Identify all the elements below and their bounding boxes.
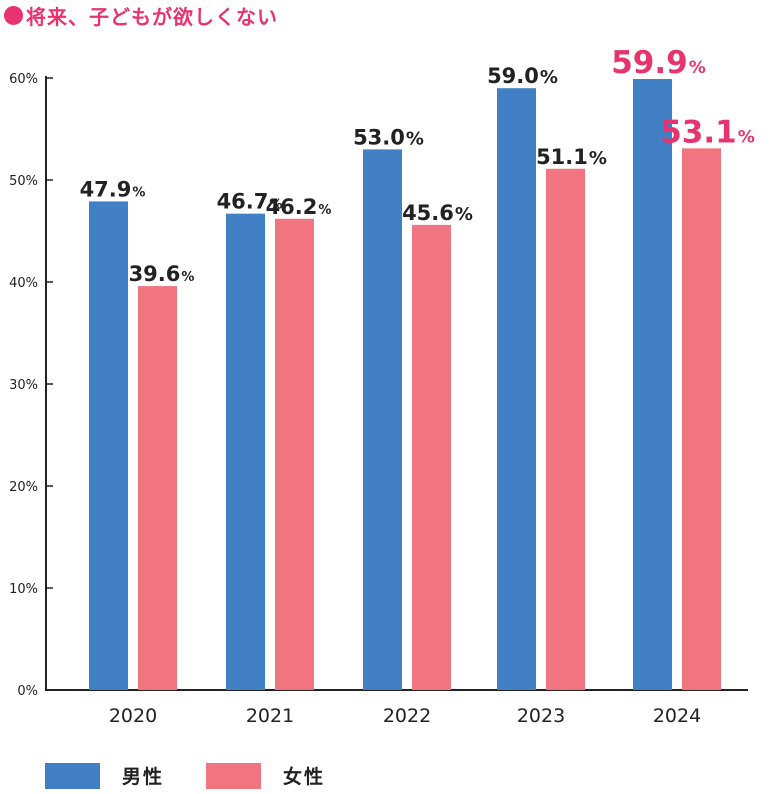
bar-chart: 0% 10% 20% 30% 40% 50% 60% 2020 2021 2022 2023 2024… xyxy=(9,45,755,727)
legend-label-female: 女性 xyxy=(283,766,326,788)
data-label-female-2023: 51.1% xyxy=(536,145,607,169)
title-bullet-icon xyxy=(4,5,23,25)
y-tick-label: 10% xyxy=(9,582,38,597)
data-label-female-2024: 53.1% xyxy=(660,114,755,150)
x-tick-label: 2022 xyxy=(383,705,431,727)
y-tick-label: 0% xyxy=(17,684,38,699)
y-tick-label: 60% xyxy=(9,72,38,87)
data-label-female-2020: 39.6% xyxy=(129,262,195,286)
x-tick-label: 2024 xyxy=(653,705,701,727)
bar-female-2022 xyxy=(412,224,451,690)
y-tick-label: 20% xyxy=(9,480,38,495)
legend-item-male: 男性 xyxy=(45,762,164,789)
bar-male-2024 xyxy=(633,79,672,690)
bar-female-2021 xyxy=(275,218,314,690)
data-label-male-2022: 53.0% xyxy=(353,125,424,149)
data-label-male-2023: 59.0% xyxy=(487,64,558,88)
y-tick-label: 30% xyxy=(9,378,38,393)
bar-male-2020 xyxy=(89,201,128,691)
data-label-male-2020: 47.9% xyxy=(80,177,146,201)
bar-male-2021 xyxy=(226,213,265,690)
bar-male-2022 xyxy=(363,149,402,690)
legend-swatch-male xyxy=(45,762,100,789)
bar-male-2023 xyxy=(497,88,536,690)
bar-female-2023 xyxy=(546,168,585,690)
y-tick-label: 50% xyxy=(9,174,38,189)
legend-swatch-female xyxy=(206,762,262,789)
data-label-male-2021: 46.7% xyxy=(217,190,283,214)
bar-female-2020 xyxy=(138,286,177,690)
data-label-female-2022: 45.6% xyxy=(402,201,473,225)
legend: 男性 女性 xyxy=(45,762,367,789)
chart-title: 将来、子どもが欲しくない xyxy=(4,2,278,29)
legend-label-male: 男性 xyxy=(122,766,165,788)
x-tick-label: 2020 xyxy=(109,705,157,727)
chart-title-text: 将来、子どもが欲しくない xyxy=(26,4,278,29)
bar-female-2024 xyxy=(682,148,721,690)
y-tick-label: 40% xyxy=(9,276,38,291)
data-label-female-2021: 46.2% xyxy=(266,195,332,219)
x-tick-label: 2021 xyxy=(246,705,294,727)
legend-item-female: 女性 xyxy=(206,762,325,789)
data-label-male-2024: 59.9% xyxy=(611,45,706,81)
x-tick-label: 2023 xyxy=(517,705,565,727)
